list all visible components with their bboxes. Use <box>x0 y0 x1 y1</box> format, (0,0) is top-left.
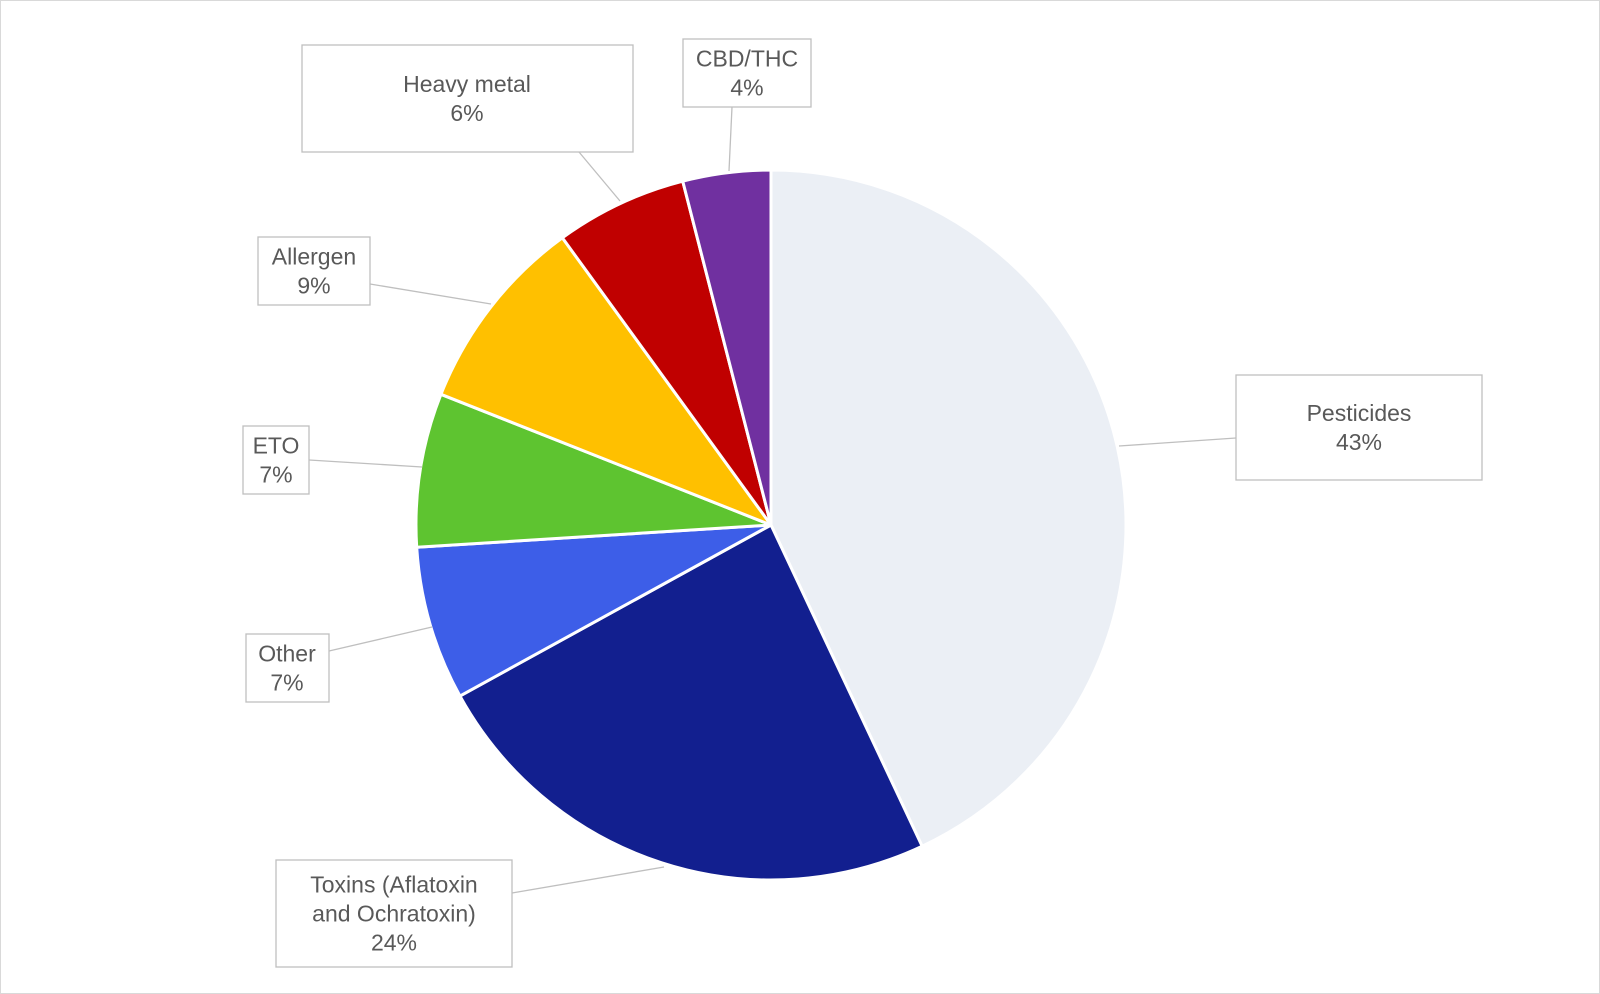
leader-line-pesticides <box>1118 437 1237 447</box>
data-label-category-allergen: Allergen <box>272 244 356 270</box>
pie-slice-eto <box>414 392 773 549</box>
pie-slice-toxins-aflatoxin-and-ochratoxin <box>458 523 924 882</box>
leader-line-cbd-thc <box>728 106 733 172</box>
pie-slices <box>414 168 1128 882</box>
data-label-value-other: 7% <box>270 670 303 696</box>
data-label-category-toxins-aflatoxin-and-ochratoxin: Toxins (Aflatoxin <box>310 872 477 898</box>
data-label-value-allergen: 9% <box>297 273 330 299</box>
data-label-category-eto: ETO <box>253 433 300 459</box>
data-label-box-eto <box>242 425 310 495</box>
data-label-category-other: Other <box>258 641 316 667</box>
data-label-callouts: Pesticides 43% Toxins (Aflatoxin and Ochrat… <box>242 38 1483 968</box>
data-label-category-pesticides: Pesticides <box>1307 400 1412 426</box>
data-label-box-other <box>245 633 330 703</box>
data-label-box-allergen <box>257 236 371 306</box>
leader-line-toxins-aflatoxin-and-ochratoxin <box>511 866 665 894</box>
data-label-box-cbd-thc <box>682 38 812 108</box>
data-label-value-pesticides: 43% <box>1336 429 1382 455</box>
pie-slice-heavy-metal <box>560 179 773 527</box>
data-label-category-cbd-thc: CBD/THC <box>696 46 798 72</box>
data-label-value-heavy-metal: 6% <box>450 100 483 126</box>
leader-line-eto <box>308 459 423 468</box>
data-label-box-heavy-metal <box>301 44 634 153</box>
data-label-category-heavy-metal: Heavy metal <box>403 71 531 97</box>
data-label-value-cbd-thc: 4% <box>730 75 763 101</box>
data-label-value-eto: 7% <box>259 462 292 488</box>
data-label-category-toxins-aflatoxin-and-ochratoxin: and Ochratoxin) <box>312 901 476 927</box>
pie-slice-other <box>415 523 773 698</box>
data-label-value-toxins-aflatoxin-and-ochratoxin: 24% <box>371 930 417 956</box>
pie-slice-allergen <box>439 236 773 527</box>
leader-line-allergen <box>369 283 492 305</box>
pie-slice-cbd-thc <box>681 168 773 527</box>
data-label-box-pesticides <box>1235 374 1483 481</box>
leader-line-other <box>328 626 433 652</box>
pie-slice-pesticides <box>769 168 1128 848</box>
data-label-box-toxins-aflatoxin-and-ochratoxin <box>275 859 513 968</box>
leader-line-heavy-metal <box>578 151 621 202</box>
